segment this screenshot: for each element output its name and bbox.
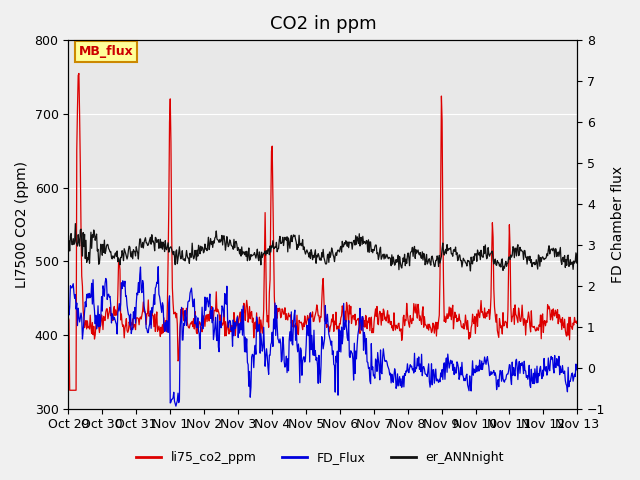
Title: CO2 in ppm: CO2 in ppm <box>269 15 376 33</box>
Text: MB_flux: MB_flux <box>79 45 133 58</box>
Legend: li75_co2_ppm, FD_Flux, er_ANNnight: li75_co2_ppm, FD_Flux, er_ANNnight <box>131 446 509 469</box>
Y-axis label: LI7500 CO2 (ppm): LI7500 CO2 (ppm) <box>15 161 29 288</box>
Y-axis label: FD Chamber flux: FD Chamber flux <box>611 166 625 283</box>
